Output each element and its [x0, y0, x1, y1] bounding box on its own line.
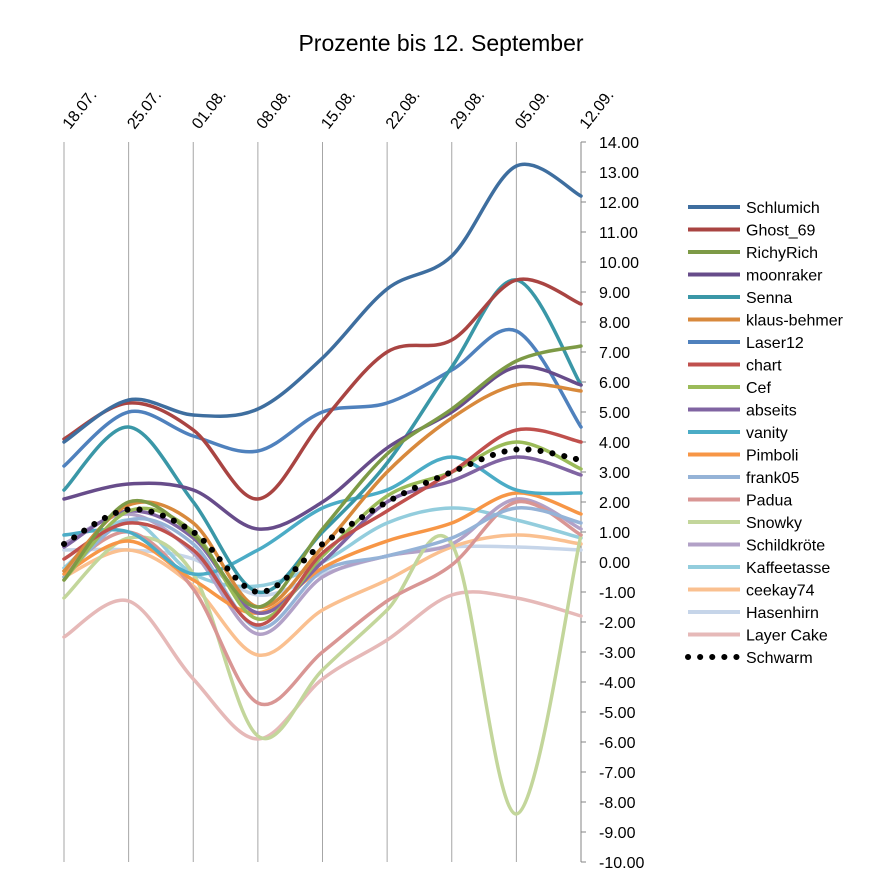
y-tick-label: -10.00	[599, 855, 644, 872]
y-tick-label: 10.00	[599, 255, 639, 272]
y-tick-label: 8.00	[599, 315, 630, 332]
legend-label-schwarm: Schwarm	[746, 650, 813, 667]
y-tick-label: 6.00	[599, 375, 630, 392]
y-tick-label: 0.00	[599, 555, 630, 572]
series-line-laser12	[62, 327, 583, 468]
y-tick-label: -9.00	[599, 825, 636, 842]
legend-label-ceekay74: ceekay74	[746, 583, 815, 600]
legend-label-laser12: Laser12	[746, 335, 804, 352]
legend-label-ghost-69: Ghost_69	[746, 223, 815, 240]
series-line-hasenhirn	[62, 544, 583, 597]
legend-label-moonraker: moonraker	[746, 268, 823, 285]
legend-label-frank05: frank05	[746, 470, 799, 487]
x-tick-label: 15.08.	[318, 87, 359, 133]
y-tick-label: 7.00	[599, 345, 630, 362]
series-line-schlumich	[62, 162, 583, 444]
x-tick-label: 12.09.	[577, 87, 618, 133]
legend-label-schildkr-te: Schildkröte	[746, 538, 825, 555]
value-axis-labels: 14.00 13.00 12.00 11.00 10.00 9.00 8.00 7.00 6.0…	[599, 135, 644, 872]
legend-label-senna: Senna	[746, 290, 792, 307]
series-line-frank05	[62, 506, 583, 630]
y-tick-label: 11.00	[599, 225, 638, 242]
series-line-chart	[62, 427, 583, 627]
legend-label-cef: Cef	[746, 380, 771, 397]
legend: Schlumich Ghost_69 RichyRich moonraker Senna…	[685, 200, 844, 667]
series-line-moonraker	[62, 364, 583, 531]
legend-label-padua: Padua	[746, 493, 792, 510]
y-tick-label: -8.00	[599, 795, 636, 812]
series-line-vanity	[62, 455, 583, 577]
legend-label-schlumich: Schlumich	[746, 200, 820, 217]
y-tick-label: -5.00	[599, 705, 636, 722]
series-line-snowky	[62, 533, 583, 816]
y-tick-label: -4.00	[599, 675, 636, 692]
legend-label-layer-cake: Layer Cake	[746, 628, 828, 645]
x-tick-label: 01.08.	[189, 87, 230, 133]
legend-label-klaus-behmer: klaus-behmer	[746, 313, 844, 330]
x-tick-label: 25.07.	[124, 87, 165, 133]
series-line-cef	[62, 440, 583, 621]
legend-label-abseits: abseits	[746, 403, 797, 420]
y-tick-label: 12.00	[599, 195, 639, 212]
series-line-ceekay74	[62, 533, 583, 657]
value-axis	[580, 141, 586, 863]
legend-label-pimboli: Pimboli	[746, 448, 798, 465]
series-line-padua	[62, 499, 583, 707]
x-tick-label: 08.08.	[254, 87, 295, 133]
series-lines	[61, 162, 584, 816]
category-axis-labels: 18.07. 25.07. 01.08. 08.08. 15.08. 22.08. 29.0…	[60, 87, 618, 133]
y-tick-label: 2.00	[599, 495, 630, 512]
y-tick-label: 9.00	[599, 285, 630, 302]
series-line-pimboli	[62, 491, 583, 615]
chart-title: Prozente bis 12. September	[298, 30, 583, 56]
series-line-schwarm	[61, 446, 584, 595]
x-tick-label: 22.08.	[383, 87, 424, 133]
legend-label-snowky: Snowky	[746, 515, 802, 532]
x-tick-label: 29.08.	[448, 87, 489, 133]
y-tick-label: -6.00	[599, 735, 636, 752]
y-tick-label: -1.00	[599, 585, 636, 602]
y-tick-label: 1.00	[599, 525, 630, 542]
y-tick-label: -3.00	[599, 645, 636, 662]
y-tick-label: 5.00	[599, 405, 630, 422]
series-line-richyrich	[62, 344, 583, 609]
series-line-layer-cake	[62, 590, 583, 741]
x-tick-label: 05.09.	[512, 87, 553, 133]
y-tick-label: 4.00	[599, 435, 630, 452]
legend-label-hasenhirn: Hasenhirn	[746, 605, 819, 622]
legend-label-kaffeetasse: Kaffeetasse	[746, 560, 830, 577]
y-tick-label: -2.00	[599, 615, 636, 632]
series-line-ghost-69	[62, 277, 583, 501]
y-tick-label: -7.00	[599, 765, 636, 782]
legend-label-richyrich: RichyRich	[746, 245, 818, 262]
legend-label-vanity: vanity	[746, 425, 788, 442]
x-tick-label: 18.07.	[60, 87, 101, 133]
legend-label-chart: chart	[746, 358, 782, 375]
y-tick-label: 14.00	[599, 135, 639, 152]
y-tick-label: 3.00	[599, 465, 630, 482]
y-tick-label: 13.00	[599, 165, 639, 182]
